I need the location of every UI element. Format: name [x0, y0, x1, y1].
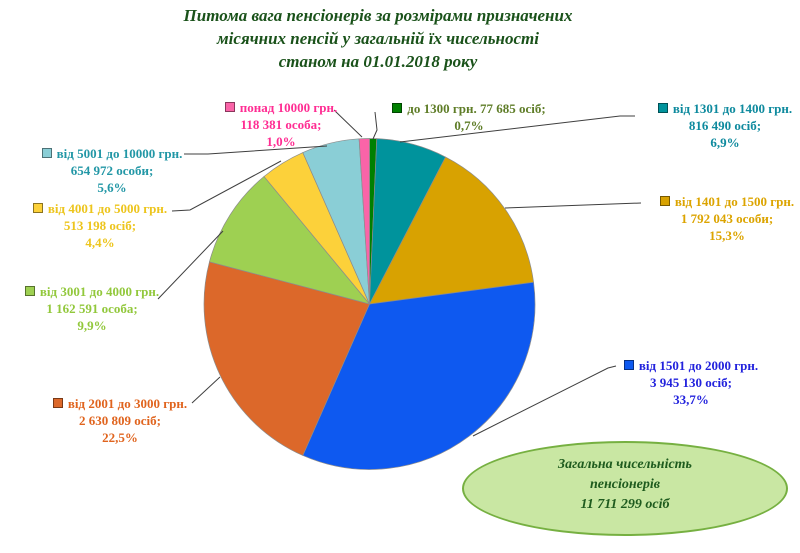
label-2001-3000: від 2001 до 3000 грн. 2 630 809 осіб; 22…	[20, 395, 220, 446]
leader-4001-5000	[171, 160, 282, 212]
label-line: від 1301 до 1400 грн.	[645, 100, 800, 117]
label-count: 1 792 043 особи;	[680, 211, 774, 226]
total-pensioners-oval: Загальна чисельність пенсіонерів 11 711 …	[462, 441, 788, 536]
label-percent: 0,7%	[454, 118, 484, 133]
label-percent: 5,6%	[97, 180, 127, 195]
label-count: 1 162 591 особа;	[46, 301, 138, 316]
legend-marker-1301-1400-icon	[657, 103, 668, 113]
label-range: від 1401 до 1500 грн.	[674, 194, 795, 209]
label-1501-2000: від 1501 до 2000 грн. 3 945 130 осіб; 33…	[611, 357, 771, 408]
label-line: від 4001 до 5000 грн.	[8, 200, 192, 217]
leader-1501-2000	[472, 365, 617, 437]
leader-5001-10000	[184, 145, 328, 155]
leader-under-1300	[372, 111, 378, 140]
label-range: понад 10000 грн.	[239, 100, 338, 115]
label-percent: 15,3%	[709, 228, 745, 243]
label-line: від 1501 до 2000 грн.	[611, 357, 771, 374]
legend-marker-under-1300-icon	[392, 103, 403, 113]
label-count: 3 945 130 осіб;	[650, 375, 732, 390]
label-range: від 1301 до 1400 грн.	[672, 101, 793, 116]
label-1301-1400: від 1301 до 1400 грн. 816 490 осіб; 6,9%	[645, 100, 800, 151]
pie-slices	[203, 138, 536, 470]
label-count: 654 972 особи;	[70, 163, 154, 178]
total-line3: 11 711 299 осіб	[580, 497, 670, 512]
legend-marker-2001-3000-icon	[52, 398, 63, 408]
label-3001-4000: від 3001 до 4000 грн. 1 162 591 особа; 9…	[0, 283, 184, 334]
label-line: від 5001 до 10000 грн.	[18, 145, 206, 162]
label-range: від 2001 до 3000 грн.	[67, 396, 188, 411]
label-percent: 6,9%	[710, 135, 740, 150]
label-under-1300: до 1300 грн. 77 685 осіб; 0,7%	[380, 100, 558, 134]
legend-marker-1401-1500-icon	[659, 196, 670, 206]
chart-title-line3: станом на 01.01.2018 року	[278, 52, 478, 71]
legend-marker-3001-4000-icon	[24, 286, 35, 296]
chart-title-line1: Питома вага пенсіонерів за розмірами при…	[183, 6, 573, 25]
label-range: до 1300 грн.	[407, 101, 477, 116]
label-line: від 1401 до 1500 грн.	[647, 193, 800, 210]
label-line: від 3001 до 4000 грн.	[0, 283, 184, 300]
chart-title-line2: місячних пенсій у загальній їх чисельнос…	[217, 29, 539, 48]
label-4001-5000: від 4001 до 5000 грн. 513 198 осіб; 4,4%	[8, 200, 192, 251]
legend-marker-1501-2000-icon	[623, 360, 634, 370]
label-percent: 4,4%	[85, 235, 115, 250]
label-line: понад 10000 грн.	[198, 99, 364, 116]
label-line: від 2001 до 3000 грн.	[20, 395, 220, 412]
chart-title: Питома вага пенсіонерів за розмірами при…	[78, 4, 678, 73]
leader-2001-3000	[191, 376, 221, 404]
legend-marker-over-10000-icon	[224, 102, 235, 112]
label-count: 2 630 809 осіб;	[79, 413, 161, 428]
legend-marker-5001-10000-icon	[41, 148, 52, 158]
pie-slice-5	[209, 175, 371, 305]
leader-over-10000	[333, 109, 363, 138]
label-range: від 1501 до 2000 грн.	[638, 358, 759, 373]
label-range: від 5001 до 10000 грн.	[56, 146, 183, 161]
leader-3001-4000	[157, 230, 224, 300]
pie-slice-3	[302, 281, 536, 470]
total-line1: Загальна чисельність	[558, 457, 692, 472]
label-percent: 33,7%	[673, 392, 709, 407]
label-percent: 22,5%	[102, 430, 138, 445]
label-percent: 1,0%	[266, 134, 296, 149]
pie-slice-2	[368, 156, 534, 305]
label-range: від 4001 до 5000 грн.	[47, 201, 168, 216]
label-percent: 9,9%	[77, 318, 107, 333]
label-1401-1500: від 1401 до 1500 грн. 1 792 043 особи; 1…	[647, 193, 800, 244]
label-line: до 1300 грн. 77 685 осіб;	[380, 100, 558, 117]
pie-slice-4	[203, 261, 370, 456]
label-count: 816 490 осіб;	[688, 118, 762, 133]
label-count: 513 198 осіб;	[63, 218, 137, 233]
label-count: 118 381 особа;	[240, 117, 322, 132]
label-5001-10000: від 5001 до 10000 грн. 654 972 особи; 5,…	[18, 145, 206, 196]
label-range: від 3001 до 4000 грн.	[39, 284, 160, 299]
pie-slice-8	[358, 138, 370, 305]
leader-lines	[157, 109, 642, 437]
label-count: 77 685 осіб;	[479, 101, 546, 116]
label-over-10000: понад 10000 грн. 118 381 особа; 1,0%	[198, 99, 364, 150]
leader-1401-1500	[504, 202, 642, 209]
legend-marker-4001-5000-icon	[32, 203, 43, 213]
total-line2: пенсіонерів	[589, 477, 660, 492]
leader-1301-1400	[399, 115, 635, 143]
